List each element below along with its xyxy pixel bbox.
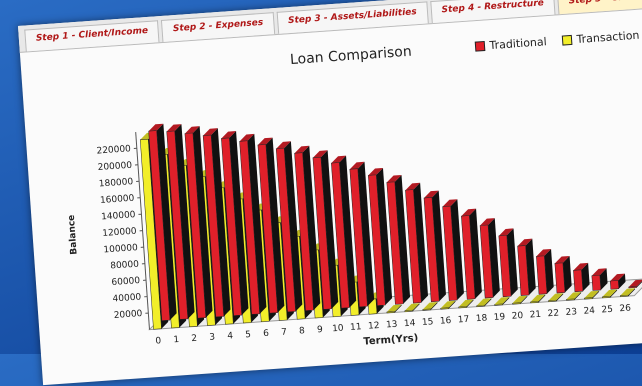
bar bbox=[602, 296, 610, 298]
x-tick-label: 10 bbox=[332, 324, 344, 335]
y-tick-label: 220000 bbox=[96, 144, 131, 156]
x-tick-label: 9 bbox=[317, 325, 324, 335]
x-tick-label: 26 bbox=[619, 303, 631, 314]
bar bbox=[441, 308, 449, 310]
y-tick-label: 120000 bbox=[102, 227, 137, 239]
y-axis-label: Balance bbox=[67, 214, 80, 255]
x-tick-label: 15 bbox=[422, 317, 434, 328]
legend-swatch bbox=[475, 42, 485, 52]
bar bbox=[495, 304, 503, 306]
legend-swatch bbox=[562, 35, 572, 45]
bar bbox=[610, 280, 619, 289]
x-tick-label: 14 bbox=[404, 318, 416, 329]
bar bbox=[530, 301, 538, 303]
x-tick-label: 3 bbox=[209, 333, 215, 343]
x-tick-label: 11 bbox=[350, 322, 362, 333]
bar bbox=[477, 305, 485, 307]
chart: Loan Comparison Term(Yrs) Balance 20000 4… bbox=[20, 4, 642, 382]
y-tick-label: 100000 bbox=[103, 243, 138, 255]
bar bbox=[423, 309, 431, 311]
legend-label: Transaction bbox=[575, 29, 640, 46]
legend-label: Traditional bbox=[488, 35, 547, 52]
bar bbox=[573, 270, 582, 292]
y-tick-label: 160000 bbox=[100, 194, 135, 206]
bar bbox=[513, 303, 521, 305]
bar bbox=[620, 295, 628, 297]
y-tick-label: 200000 bbox=[97, 161, 132, 173]
bar bbox=[459, 306, 467, 308]
x-tick-label: 6 bbox=[263, 329, 270, 339]
x-tick-label: 7 bbox=[281, 328, 287, 338]
bar bbox=[405, 310, 413, 312]
x-tick-label: 18 bbox=[475, 313, 487, 324]
x-tick-label: 22 bbox=[547, 308, 559, 319]
x-tick-label: 19 bbox=[493, 312, 505, 323]
x-tick-label: 8 bbox=[299, 326, 306, 336]
chart-title: Loan Comparison bbox=[290, 44, 413, 68]
bar bbox=[566, 299, 574, 301]
x-tick-label: 23 bbox=[565, 307, 577, 318]
x-tick-label: 16 bbox=[440, 316, 452, 327]
x-tick-label: 0 bbox=[155, 336, 162, 346]
y-tick-label: 140000 bbox=[101, 210, 136, 222]
x-tick-label: 25 bbox=[601, 305, 613, 316]
x-tick-label: 21 bbox=[529, 310, 541, 321]
x-tick-label: 5 bbox=[245, 330, 251, 340]
x-tick-label: 20 bbox=[511, 311, 523, 322]
x-axis-label: Term(Yrs) bbox=[363, 333, 419, 348]
y-tick-label: 80000 bbox=[110, 260, 140, 272]
x-tick-label: 13 bbox=[386, 320, 398, 331]
x-tick-label: 17 bbox=[458, 315, 470, 326]
x-tick-label: 1 bbox=[173, 335, 179, 345]
bar bbox=[387, 311, 395, 313]
bar bbox=[548, 300, 556, 302]
y-tick-label: 180000 bbox=[99, 177, 134, 189]
y-tick-label: 40000 bbox=[112, 293, 142, 305]
y-tick-label: 60000 bbox=[111, 276, 141, 288]
bar bbox=[592, 275, 601, 290]
x-tick-label: 24 bbox=[583, 306, 595, 317]
y-tick-label: 20000 bbox=[113, 309, 143, 321]
bar bbox=[584, 298, 592, 300]
x-tick-label: 4 bbox=[227, 331, 234, 341]
bar bbox=[629, 286, 637, 288]
bar bbox=[555, 263, 565, 293]
x-tick-label: 2 bbox=[191, 334, 197, 344]
x-tick-label: 12 bbox=[368, 321, 380, 332]
